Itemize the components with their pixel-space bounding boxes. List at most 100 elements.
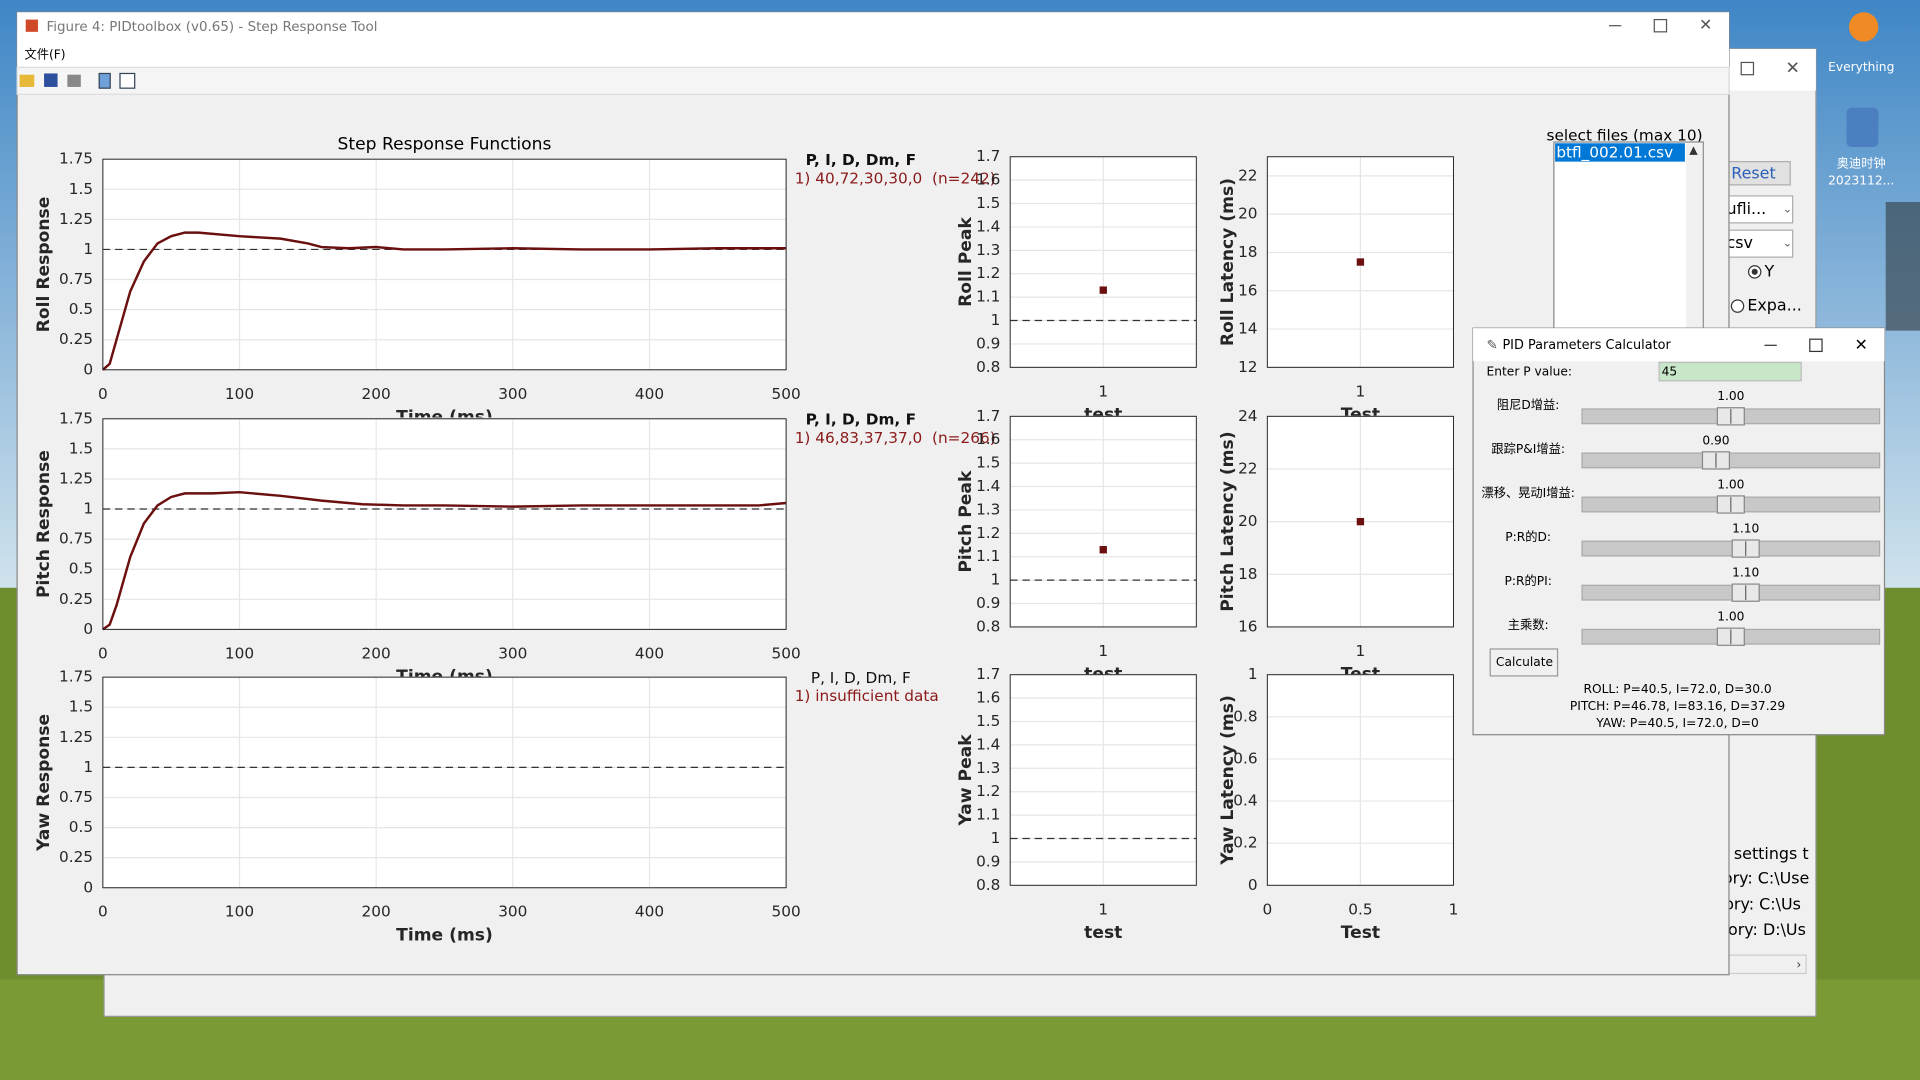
- result: ROLL: P=40.5, I=72.0, D=30.0: [1583, 682, 1771, 696]
- y-axis-label: Roll Peak: [956, 217, 976, 307]
- y-tick-label: 0.8: [976, 358, 1000, 376]
- y-tick-label: 0: [1248, 876, 1258, 894]
- y-tick-label: 0.4: [1233, 792, 1257, 810]
- y-tick-label: 1.1: [976, 547, 1000, 565]
- response-line: [102, 490, 787, 631]
- button[interactable]: [1720, 161, 1791, 186]
- y-tick-label: 1.4: [976, 735, 1000, 753]
- svg-text:›: ›: [1796, 957, 1801, 971]
- dropdown-label[interactable]: ufli...: [1727, 199, 1767, 218]
- dropdown[interactable]: [1720, 229, 1794, 258]
- y-tick-label: 1.7: [976, 147, 1000, 165]
- tool-icon[interactable]: [119, 72, 136, 89]
- dropdown-label[interactable]: csv: [1727, 233, 1753, 252]
- slider-trough: [1581, 540, 1881, 557]
- y-tick-label: 1.6: [976, 171, 1000, 189]
- y-tick-label: 1.1: [976, 288, 1000, 306]
- y-tick-label: 1.5: [976, 712, 1000, 730]
- legend-title: P, I, D, Dm, F: [811, 669, 911, 687]
- y-tick-label: 1.5: [976, 454, 1000, 472]
- axes-border: [1009, 674, 1197, 886]
- field-label: Enter P value:: [1487, 365, 1573, 379]
- radio-label[interactable]: Expa...: [1747, 296, 1801, 315]
- scrollbar[interactable]: [1728, 954, 1807, 975]
- save-icon[interactable]: [44, 73, 58, 87]
- close[interactable]: ✕: [1699, 15, 1712, 34]
- radio-label[interactable]: Y: [1763, 261, 1774, 280]
- x-tick-label: 100: [225, 385, 254, 403]
- y-tick-label: 1: [83, 758, 93, 776]
- icon-label[interactable]: 奥迪时钟: [1837, 156, 1886, 171]
- y-axis-label: Roll Response: [34, 197, 54, 333]
- legend-entry: 1) 40,72,30,30,0 (n=242): [795, 169, 996, 187]
- y-tick-label: 1.1: [976, 806, 1000, 824]
- slider-value: 1.10: [1732, 566, 1759, 580]
- y-axis-label: Pitch Latency (ms): [1218, 431, 1238, 611]
- p-input-value[interactable]: 45: [1662, 365, 1678, 379]
- y-tick-label: 20: [1238, 205, 1257, 223]
- close[interactable]: ✕: [1785, 59, 1799, 79]
- x-tick-label: 0: [98, 644, 108, 662]
- x-tick-label: 200: [362, 385, 391, 403]
- p-input[interactable]: [1658, 361, 1802, 382]
- y-tick-label: 18: [1238, 565, 1257, 583]
- selected-item[interactable]: [1555, 143, 1685, 162]
- marker: [1099, 286, 1107, 294]
- y-tick-label: 1.25: [59, 469, 93, 487]
- button[interactable]: [1489, 648, 1559, 677]
- marker: [1099, 546, 1107, 554]
- y-tick-label: 12: [1238, 358, 1257, 376]
- text-line: ory: C:\Use: [1723, 869, 1809, 888]
- icon[interactable]: [1848, 12, 1879, 42]
- tool-icon[interactable]: [98, 72, 111, 89]
- y-tick-label: 14: [1238, 320, 1257, 338]
- radio-dot: [1751, 268, 1758, 275]
- x-tick-label: 300: [498, 385, 527, 403]
- y-tick-label: 1.75: [59, 409, 93, 427]
- x-axis-label: Time (ms): [396, 408, 493, 428]
- y-tick-label: 1.5: [69, 180, 93, 198]
- svg-text:▲: ▲: [1689, 144, 1698, 157]
- slider-trough: [1581, 452, 1881, 469]
- icon[interactable]: [1846, 107, 1879, 147]
- close[interactable]: ✕: [1855, 335, 1868, 354]
- scrollbar[interactable]: [1686, 143, 1703, 374]
- x-tick-label: 100: [225, 903, 254, 921]
- menu-item[interactable]: 文件(F): [24, 47, 65, 62]
- axes-border: [102, 418, 787, 630]
- plot-title: Step Response Functions: [338, 134, 552, 154]
- y-tick-label: 1.75: [59, 150, 93, 168]
- y-tick-label: 0.5: [69, 560, 93, 578]
- y-tick-label: 22: [1238, 166, 1257, 184]
- button-label[interactable]: Calculate: [1496, 655, 1553, 669]
- slider-value: 1.00: [1717, 477, 1744, 491]
- list-item[interactable]: btfl_002.01.csv: [1556, 144, 1673, 163]
- button-label[interactable]: Reset: [1731, 163, 1775, 182]
- dropdown[interactable]: [1720, 195, 1794, 224]
- x-tick-label: 0: [1262, 900, 1272, 918]
- y-tick-label: 0: [83, 878, 93, 896]
- radio[interactable]: [1730, 299, 1745, 313]
- x-tick-label: 200: [362, 644, 391, 662]
- x-tick-label: 100: [225, 644, 254, 662]
- y-axis-label: Pitch Response: [34, 450, 54, 598]
- print-icon[interactable]: [67, 74, 81, 87]
- x-tick-label: 500: [772, 903, 801, 921]
- maximize[interactable]: [1653, 18, 1668, 33]
- slider-label: P:R的PI:: [1504, 573, 1551, 588]
- slider-label: 跟踪P&I增益:: [1491, 441, 1565, 456]
- y-tick-label: 1.3: [976, 241, 1000, 259]
- icon-label[interactable]: Everything: [1828, 60, 1894, 74]
- x-tick-label: 400: [635, 903, 664, 921]
- maximize[interactable]: [1809, 338, 1823, 353]
- maximize[interactable]: [1740, 61, 1755, 76]
- y-tick-label: 1: [991, 311, 1001, 329]
- y-tick-label: 1.25: [59, 728, 93, 746]
- icon-label[interactable]: 2023112...: [1828, 174, 1894, 188]
- y-tick-label: 0.25: [59, 330, 93, 348]
- y-tick-label: 1.6: [976, 430, 1000, 448]
- open-icon[interactable]: [19, 74, 35, 87]
- x-tick-label: 0: [98, 903, 108, 921]
